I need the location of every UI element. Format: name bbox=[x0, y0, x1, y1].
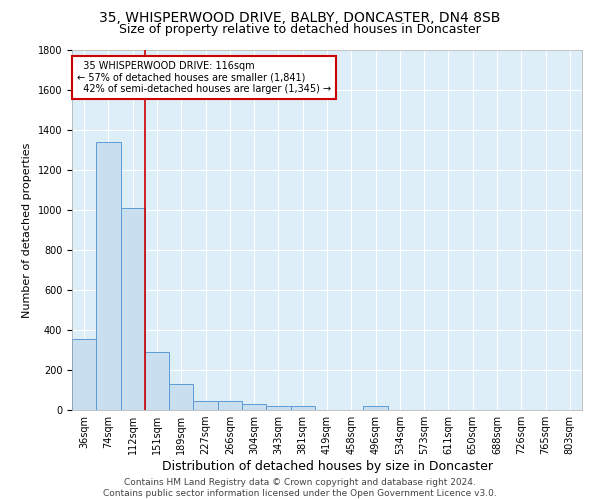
Bar bbox=[266, 406, 290, 410]
Bar bbox=[193, 401, 218, 410]
Bar bbox=[290, 406, 315, 410]
Text: Size of property relative to detached houses in Doncaster: Size of property relative to detached ho… bbox=[119, 22, 481, 36]
Bar bbox=[218, 401, 242, 410]
Bar bbox=[96, 142, 121, 410]
Text: 35, WHISPERWOOD DRIVE, BALBY, DONCASTER, DN4 8SB: 35, WHISPERWOOD DRIVE, BALBY, DONCASTER,… bbox=[100, 11, 500, 25]
Bar bbox=[169, 384, 193, 410]
Bar bbox=[242, 404, 266, 410]
Text: 35 WHISPERWOOD DRIVE: 116sqm
← 57% of detached houses are smaller (1,841)
  42% : 35 WHISPERWOOD DRIVE: 116sqm ← 57% of de… bbox=[77, 61, 331, 94]
Bar bbox=[72, 339, 96, 410]
Bar bbox=[121, 208, 145, 410]
X-axis label: Distribution of detached houses by size in Doncaster: Distribution of detached houses by size … bbox=[161, 460, 493, 473]
Text: Contains HM Land Registry data © Crown copyright and database right 2024.
Contai: Contains HM Land Registry data © Crown c… bbox=[103, 478, 497, 498]
Bar bbox=[364, 406, 388, 410]
Bar bbox=[145, 352, 169, 410]
Y-axis label: Number of detached properties: Number of detached properties bbox=[22, 142, 32, 318]
